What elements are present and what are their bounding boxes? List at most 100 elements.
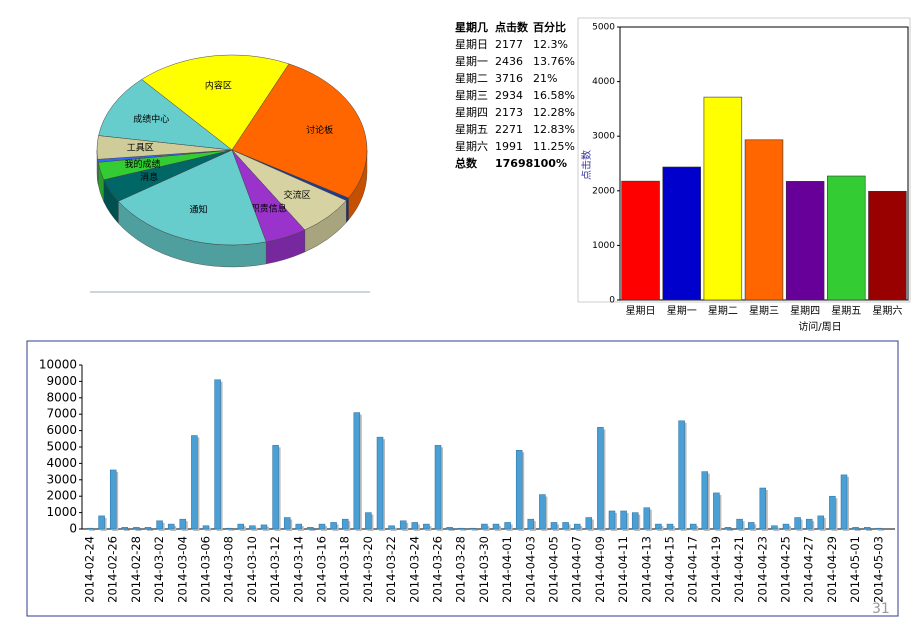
x-tick-label: 2014-03-12	[268, 536, 282, 603]
bar	[457, 527, 465, 530]
pie-slice	[231, 63, 368, 199]
bar-shadow	[390, 527, 397, 531]
x-tick-label: 2014-04-03	[523, 536, 537, 603]
bar	[295, 523, 303, 530]
bar	[701, 471, 709, 530]
x-tick-label: 2014-03-26	[431, 536, 445, 603]
table-cell: 13.76%	[533, 55, 575, 68]
bar	[249, 525, 256, 530]
bar	[527, 518, 535, 530]
bar	[689, 523, 697, 530]
bar	[167, 523, 175, 530]
table-cell: 2934	[495, 89, 523, 102]
table-cell: 星期五	[455, 123, 488, 136]
x-tick-label: 星期六	[872, 305, 902, 317]
y-tick-label: 9000	[46, 374, 77, 388]
table-cell: 星期日	[455, 38, 488, 51]
bar	[191, 435, 198, 530]
x-tick-label: 2014-04-23	[755, 536, 769, 603]
table-cell: 星期六	[455, 140, 488, 153]
pie-slice-side	[346, 197, 349, 224]
bar	[179, 518, 187, 530]
bar	[353, 412, 361, 530]
pie-slice	[141, 54, 290, 151]
x-tick-label: 2014-04-17	[686, 536, 700, 603]
table-cell: 2173	[495, 106, 523, 119]
bar	[827, 175, 866, 301]
bar	[852, 527, 859, 530]
x-tick-label: 2014-03-28	[454, 536, 468, 603]
pie-label: 成绩中心	[133, 113, 169, 125]
x-tick-label: 2014-04-25	[779, 536, 793, 603]
bar	[318, 523, 326, 530]
bar	[782, 523, 790, 530]
bar-shadow	[89, 530, 95, 531]
table-cell: 16.58%	[533, 89, 575, 102]
y-tick-label: 5000	[592, 23, 615, 33]
bar	[759, 487, 767, 530]
x-tick-label: 2014-02-28	[129, 536, 143, 603]
pie-label: 我的成绩	[124, 158, 160, 170]
bar	[109, 469, 117, 530]
bar	[631, 512, 639, 530]
x-tick-label: 星期一	[667, 305, 697, 317]
y-tick-label: 2000	[46, 489, 77, 503]
bar-shadow	[309, 529, 316, 531]
bar	[785, 181, 825, 301]
pie-label: 消息	[140, 171, 158, 183]
bar-shadow	[205, 527, 211, 531]
pie-slice	[98, 79, 233, 151]
x-tick-label: 2014-04-27	[802, 536, 816, 603]
bar	[621, 180, 660, 301]
table-cell: 星期二	[455, 72, 488, 85]
bar	[376, 436, 384, 530]
bar	[817, 515, 825, 530]
bar	[747, 522, 755, 530]
bar	[399, 520, 407, 530]
table-cell: 星期四	[455, 106, 488, 119]
y-tick-label: 10000	[39, 358, 77, 372]
chart-frame	[577, 17, 911, 303]
bar	[214, 379, 221, 530]
x-tick-label: 2014-04-15	[663, 536, 677, 603]
x-tick-label: 2014-03-10	[245, 536, 259, 603]
x-tick-label: 2014-04-21	[732, 536, 746, 603]
bar	[492, 523, 500, 530]
bar	[736, 518, 743, 530]
y-tick-label: 5000	[46, 440, 77, 454]
table-cell: 点击数	[495, 20, 529, 34]
table-cell: 星期一	[455, 55, 488, 68]
y-tick-label: 0	[609, 296, 615, 306]
bar	[365, 512, 372, 530]
bar	[411, 522, 419, 530]
table-cell: 星期几	[455, 20, 488, 34]
bar	[225, 527, 233, 530]
bar	[724, 527, 732, 530]
table-cell: 11.25%	[533, 140, 575, 153]
x-tick-label: 2014-03-22	[384, 536, 398, 603]
bar-shadow	[448, 529, 455, 531]
bar	[133, 527, 140, 530]
pie-label: 通知	[190, 204, 208, 216]
bar-shadow	[228, 530, 235, 531]
bar-shadow	[147, 529, 153, 531]
bar	[272, 445, 279, 530]
x-tick-label: 星期四	[790, 305, 820, 317]
bar	[434, 445, 442, 530]
table-cell: 3716	[495, 72, 523, 85]
x-tick-label: 2014-03-18	[338, 536, 352, 603]
bar	[121, 527, 129, 530]
bar-shadow	[460, 530, 467, 531]
x-tick-label: 2014-04-29	[825, 536, 839, 603]
x-tick-label: 2014-03-16	[315, 536, 329, 603]
x-tick-label: 2014-03-24	[407, 536, 421, 603]
bar-shadow	[727, 529, 733, 531]
table-cell: 12.3%	[533, 38, 568, 51]
bar	[771, 525, 778, 530]
bar	[597, 427, 604, 530]
table-cell: 100%	[533, 157, 567, 170]
x-tick-label: 2014-04-19	[709, 536, 723, 603]
x-tick-label: 2014-04-01	[500, 536, 514, 603]
bar	[330, 522, 337, 530]
